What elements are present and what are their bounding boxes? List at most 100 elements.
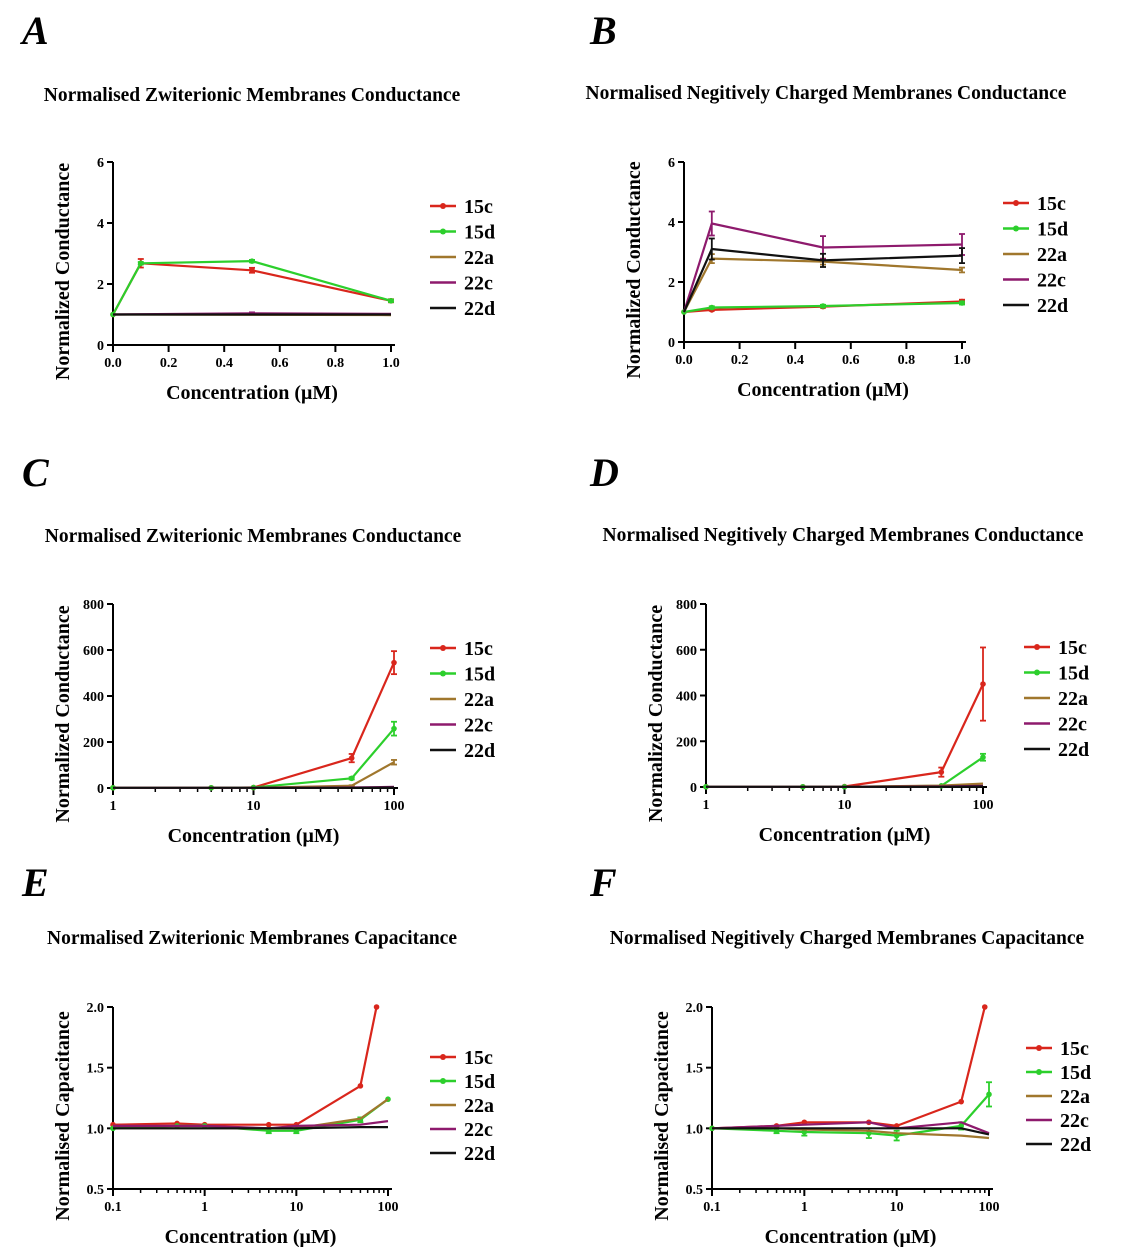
x-tick-label: 1 bbox=[110, 799, 117, 814]
legend-item-22a: 22a bbox=[1003, 244, 1067, 266]
panel-letter: A bbox=[19, 8, 49, 53]
chart-title: Normalised Negitively Charged Membranes … bbox=[603, 525, 1084, 546]
y-tick-label: 2 bbox=[668, 276, 675, 291]
series-line bbox=[112, 260, 392, 316]
legend-marker bbox=[440, 645, 446, 651]
y-tick-label: 2 bbox=[97, 278, 104, 293]
y-tick-label: 200 bbox=[83, 736, 104, 751]
data-point bbox=[391, 659, 397, 666]
legend-item-15d: 15d bbox=[1026, 1062, 1091, 1084]
data-point bbox=[348, 775, 355, 782]
x-tick-label: 0.0 bbox=[104, 356, 122, 371]
y-tick-label: 0 bbox=[97, 339, 104, 354]
legend-item-15d: 15d bbox=[430, 1071, 495, 1093]
series-15d bbox=[681, 300, 965, 315]
x-tick-label: 0.6 bbox=[842, 353, 860, 368]
legend-marker bbox=[1036, 1069, 1042, 1075]
x-tick-label: 0.1 bbox=[104, 1200, 122, 1215]
legend-label: 15d bbox=[464, 222, 495, 244]
chart-panel-e: E Normalised Zwiterionic Membranes Capaci… bbox=[21, 860, 495, 1247]
y-axis-label: Normalised Capacitance bbox=[52, 1011, 74, 1221]
legend-label: 15d bbox=[1060, 1062, 1091, 1084]
legend-label: 22a bbox=[1060, 1086, 1090, 1108]
legend-label: 15c bbox=[464, 638, 493, 660]
legend-label: 22a bbox=[464, 689, 494, 711]
legend-item-22c: 22c bbox=[430, 273, 493, 295]
legend-marker bbox=[1013, 200, 1019, 206]
y-tick-label: 0.5 bbox=[686, 1183, 704, 1198]
data-point bbox=[373, 1004, 380, 1010]
series-line bbox=[682, 222, 963, 313]
legend-item-15c: 15c bbox=[430, 638, 493, 660]
y-axis-label: Normalized Conductance bbox=[645, 605, 667, 822]
x-tick-label: 10 bbox=[289, 1200, 303, 1215]
legend-label: 15d bbox=[464, 1071, 495, 1093]
legend-item-22d: 22d bbox=[1003, 295, 1068, 317]
x-tick-label: 0.4 bbox=[215, 356, 233, 371]
series-22d bbox=[712, 1127, 990, 1136]
x-tick-label: 10 bbox=[247, 799, 261, 814]
series-15d bbox=[110, 258, 394, 318]
series-22d bbox=[682, 237, 965, 313]
panel-letter: D bbox=[589, 450, 619, 495]
legend-label: 15c bbox=[1060, 1038, 1089, 1060]
y-tick-label: 600 bbox=[676, 644, 697, 659]
legend-label: 22d bbox=[1037, 295, 1068, 317]
legend-label: 22c bbox=[1058, 714, 1087, 736]
chart-title: Normalised Zwiterionic Membranes Conduct… bbox=[45, 526, 462, 547]
y-tick-label: 2.0 bbox=[686, 1001, 704, 1016]
legend-item-15c: 15c bbox=[1024, 637, 1087, 659]
legend-label: 22c bbox=[1060, 1110, 1089, 1132]
y-tick-label: 400 bbox=[676, 690, 697, 705]
series-15c bbox=[703, 646, 986, 790]
series-line bbox=[113, 761, 395, 789]
series-line bbox=[683, 301, 963, 314]
series-22c bbox=[711, 1121, 990, 1135]
legend-marker bbox=[1034, 669, 1040, 676]
x-tick-label: 1.0 bbox=[953, 353, 971, 368]
legend-marker bbox=[440, 1054, 446, 1060]
data-point bbox=[980, 681, 986, 687]
data-point bbox=[249, 258, 255, 264]
data-point bbox=[348, 755, 355, 761]
x-tick-label: 0.8 bbox=[327, 356, 345, 371]
legend-item-15d: 15d bbox=[1003, 219, 1068, 241]
legend-marker bbox=[1036, 1045, 1042, 1051]
x-axis-label: Concentration (μM) bbox=[765, 1226, 937, 1247]
data-point bbox=[959, 300, 965, 306]
legend-marker bbox=[1034, 644, 1040, 650]
legend-label: 22c bbox=[464, 715, 493, 737]
legend-label: 22a bbox=[464, 247, 494, 269]
y-tick-label: 0 bbox=[668, 336, 675, 351]
x-axis-label: Concentration (μM) bbox=[165, 1226, 337, 1247]
x-tick-label: 0.1 bbox=[703, 1200, 721, 1215]
legend-label: 22c bbox=[1037, 270, 1066, 292]
legend-item-15d: 15d bbox=[1024, 663, 1089, 685]
data-point bbox=[981, 1004, 988, 1010]
legend-item-22d: 22d bbox=[430, 1143, 495, 1165]
data-point bbox=[265, 1121, 272, 1128]
legend-item-15d: 15d bbox=[430, 664, 495, 686]
data-point bbox=[980, 754, 986, 761]
x-tick-label: 0.0 bbox=[675, 353, 693, 368]
chart-panel-d: D Normalised Negitively Charged Membranes… bbox=[589, 450, 1089, 846]
x-axis-label: Concentration (μM) bbox=[168, 825, 340, 847]
data-point bbox=[357, 1083, 364, 1089]
series-line bbox=[711, 1006, 986, 1130]
panel-letter: F bbox=[589, 860, 617, 905]
series-15d bbox=[709, 1081, 992, 1142]
legend-item-15c: 15c bbox=[1003, 193, 1066, 215]
legend-item-22d: 22d bbox=[1026, 1134, 1091, 1156]
legend-item-22a: 22a bbox=[430, 689, 494, 711]
y-axis-label: Normalized Conductance bbox=[52, 163, 74, 380]
x-tick-label: 1.0 bbox=[382, 356, 400, 371]
legend-label: 15c bbox=[1058, 637, 1087, 659]
y-tick-label: 0 bbox=[97, 782, 104, 797]
legend-marker bbox=[1013, 225, 1019, 232]
y-tick-label: 4 bbox=[97, 217, 104, 232]
y-tick-label: 800 bbox=[676, 598, 697, 613]
legend-item-22d: 22d bbox=[1024, 739, 1089, 761]
y-tick-label: 6 bbox=[97, 156, 104, 171]
legend-item-15c: 15c bbox=[430, 1047, 493, 1069]
y-tick-label: 1.0 bbox=[686, 1122, 704, 1137]
